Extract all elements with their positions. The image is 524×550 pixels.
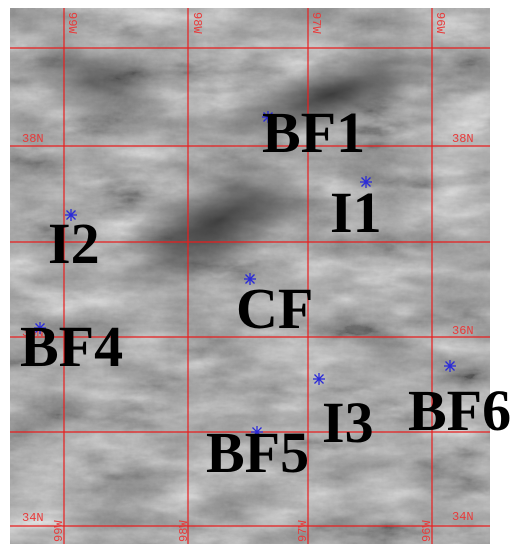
asterisk-icon (244, 273, 256, 285)
asterisk-icon (444, 360, 456, 372)
site-label-i3: I3 (322, 390, 374, 455)
lon-label-top: 99W (65, 12, 79, 34)
lat-label-right: 36N (452, 324, 474, 338)
asterisk-icon (262, 111, 274, 123)
asterisk-icon (251, 426, 263, 438)
longitude-labels-top: 99W 98W 97W 96W (65, 12, 447, 34)
site-label-i1: I1 (330, 180, 382, 245)
lon-label-bottom: 96W (420, 520, 434, 542)
latitude-labels-right: 38N 36N 34N (452, 132, 474, 524)
lat-lon-grid (10, 8, 490, 544)
lat-label-right: 34N (452, 510, 474, 524)
lon-label-bottom: 99W (52, 520, 66, 542)
site-labels: BF1 I1 I2 CF BF4 I3 BF6 BF5 (20, 100, 511, 485)
lat-label-right: 38N (452, 132, 474, 146)
longitude-labels-bottom: 99W 98W 97W 96W (52, 520, 434, 542)
lon-label-top: 98W (190, 12, 204, 34)
lon-label-bottom: 97W (296, 520, 310, 542)
site-label-i2: I2 (48, 211, 100, 276)
asterisk-icon (360, 176, 372, 188)
site-label-bf4: BF4 (20, 314, 123, 379)
site-label-bf5: BF5 (206, 420, 309, 485)
asterisk-icon (313, 373, 325, 385)
lat-label-left: 34N (22, 511, 44, 525)
site-markers (34, 111, 456, 438)
lon-label-top: 97W (309, 12, 323, 34)
site-label-bf1: BF1 (262, 100, 365, 165)
site-label-cf: CF (236, 276, 313, 341)
lat-label-left: 38N (22, 132, 44, 146)
asterisk-icon (34, 322, 46, 334)
site-label-bf6: BF6 (408, 378, 511, 443)
latitude-labels-left: 38N 36N 34N (22, 132, 44, 525)
asterisk-icon (65, 209, 77, 221)
lon-label-bottom: 98W (177, 520, 191, 542)
lon-label-top: 96W (433, 12, 447, 34)
